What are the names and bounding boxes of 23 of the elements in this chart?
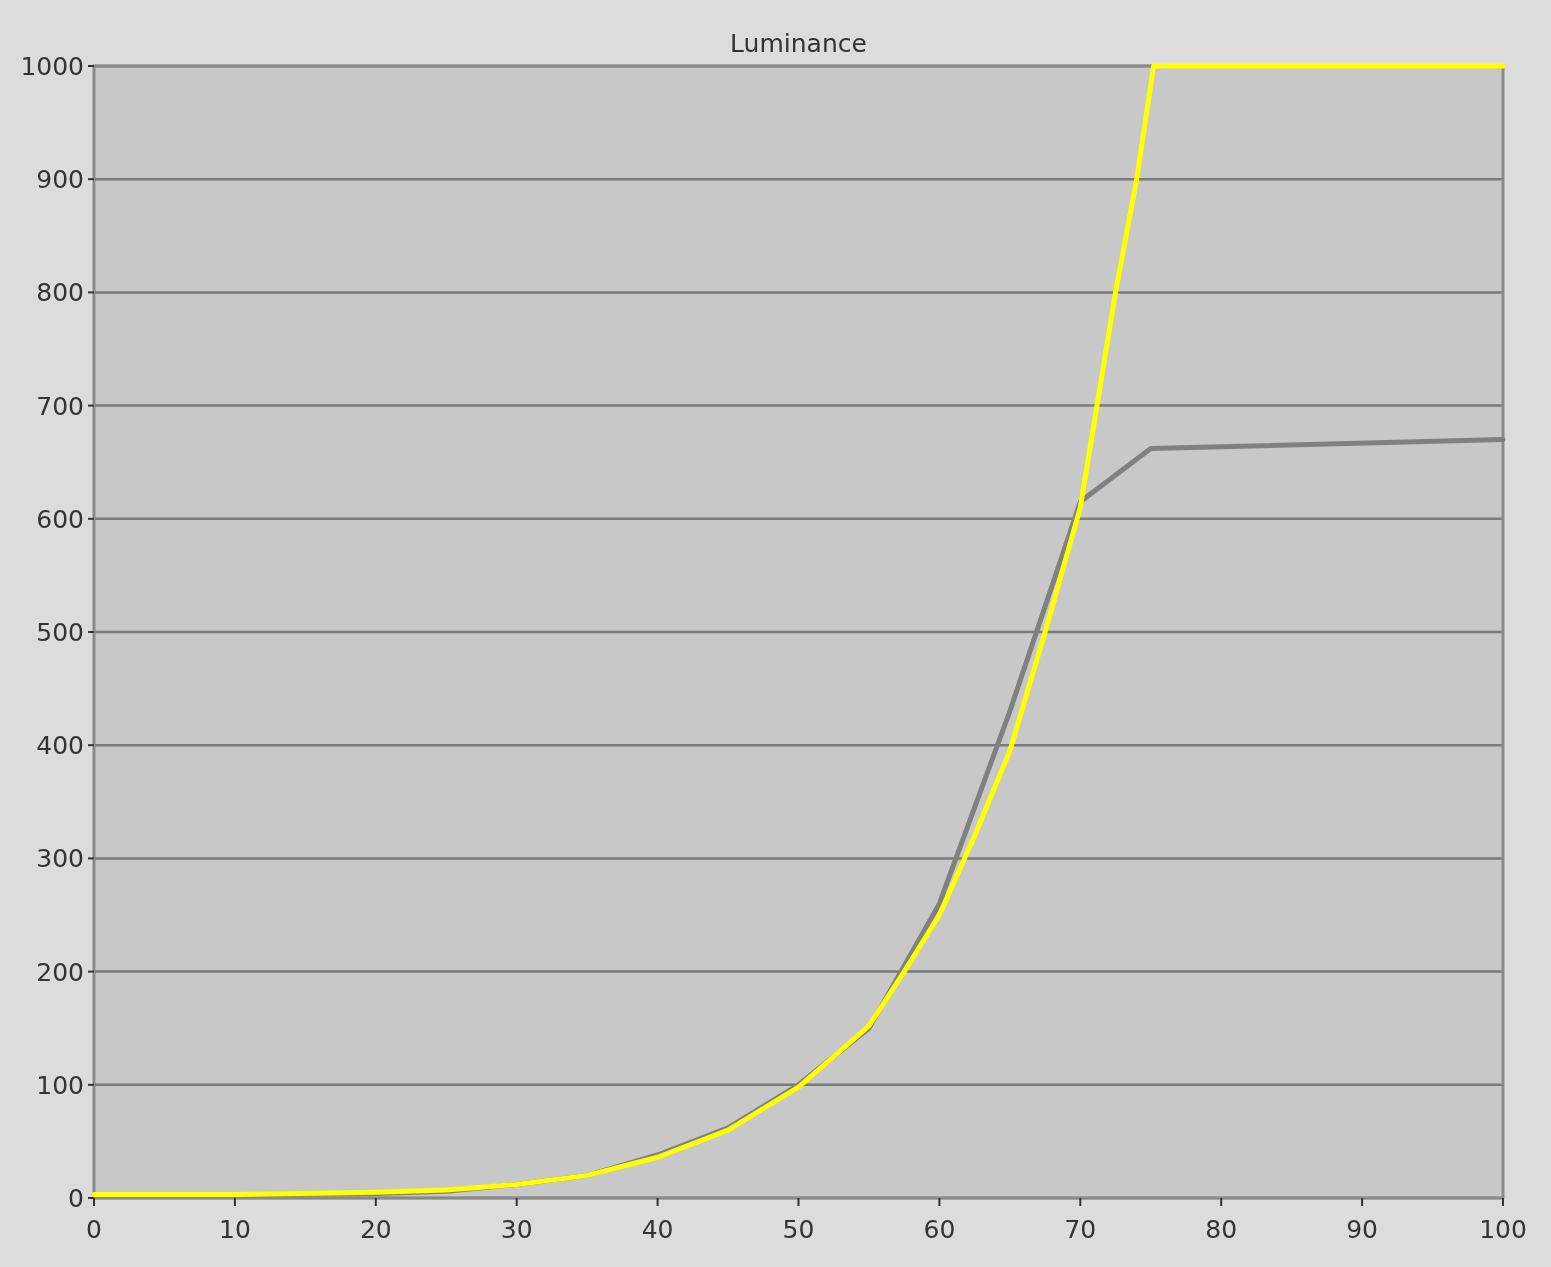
y-tick-label: 900 <box>36 165 84 195</box>
y-tick-label: 1000 <box>20 52 84 81</box>
y-tick-label: 0 <box>68 1184 84 1213</box>
y-tick-label: 800 <box>36 278 84 308</box>
x-tick-label: 80 <box>1205 1215 1238 1244</box>
x-tick-label: 20 <box>359 1215 392 1244</box>
y-tick-label: 400 <box>36 731 84 761</box>
x-tick-label: 60 <box>923 1215 956 1244</box>
y-tick-label: 600 <box>36 504 84 534</box>
x-tick-label: 70 <box>1064 1215 1097 1244</box>
x-tick-label: 90 <box>1346 1215 1379 1244</box>
x-tick-label: 40 <box>641 1215 674 1244</box>
y-tick-label: 700 <box>36 391 84 421</box>
x-tick-label: 30 <box>500 1215 533 1244</box>
y-tick-label: 200 <box>36 957 84 987</box>
x-tick-label: 100 <box>1479 1215 1527 1244</box>
y-tick-label: 300 <box>36 844 84 874</box>
y-tick-label: 500 <box>36 618 84 647</box>
x-tick-label: 10 <box>218 1215 251 1244</box>
y-tick-label: 100 <box>36 1070 84 1100</box>
x-tick-label: 0 <box>86 1215 102 1244</box>
x-tick-label: 50 <box>782 1215 815 1244</box>
chart-title: Luminance <box>730 29 867 58</box>
